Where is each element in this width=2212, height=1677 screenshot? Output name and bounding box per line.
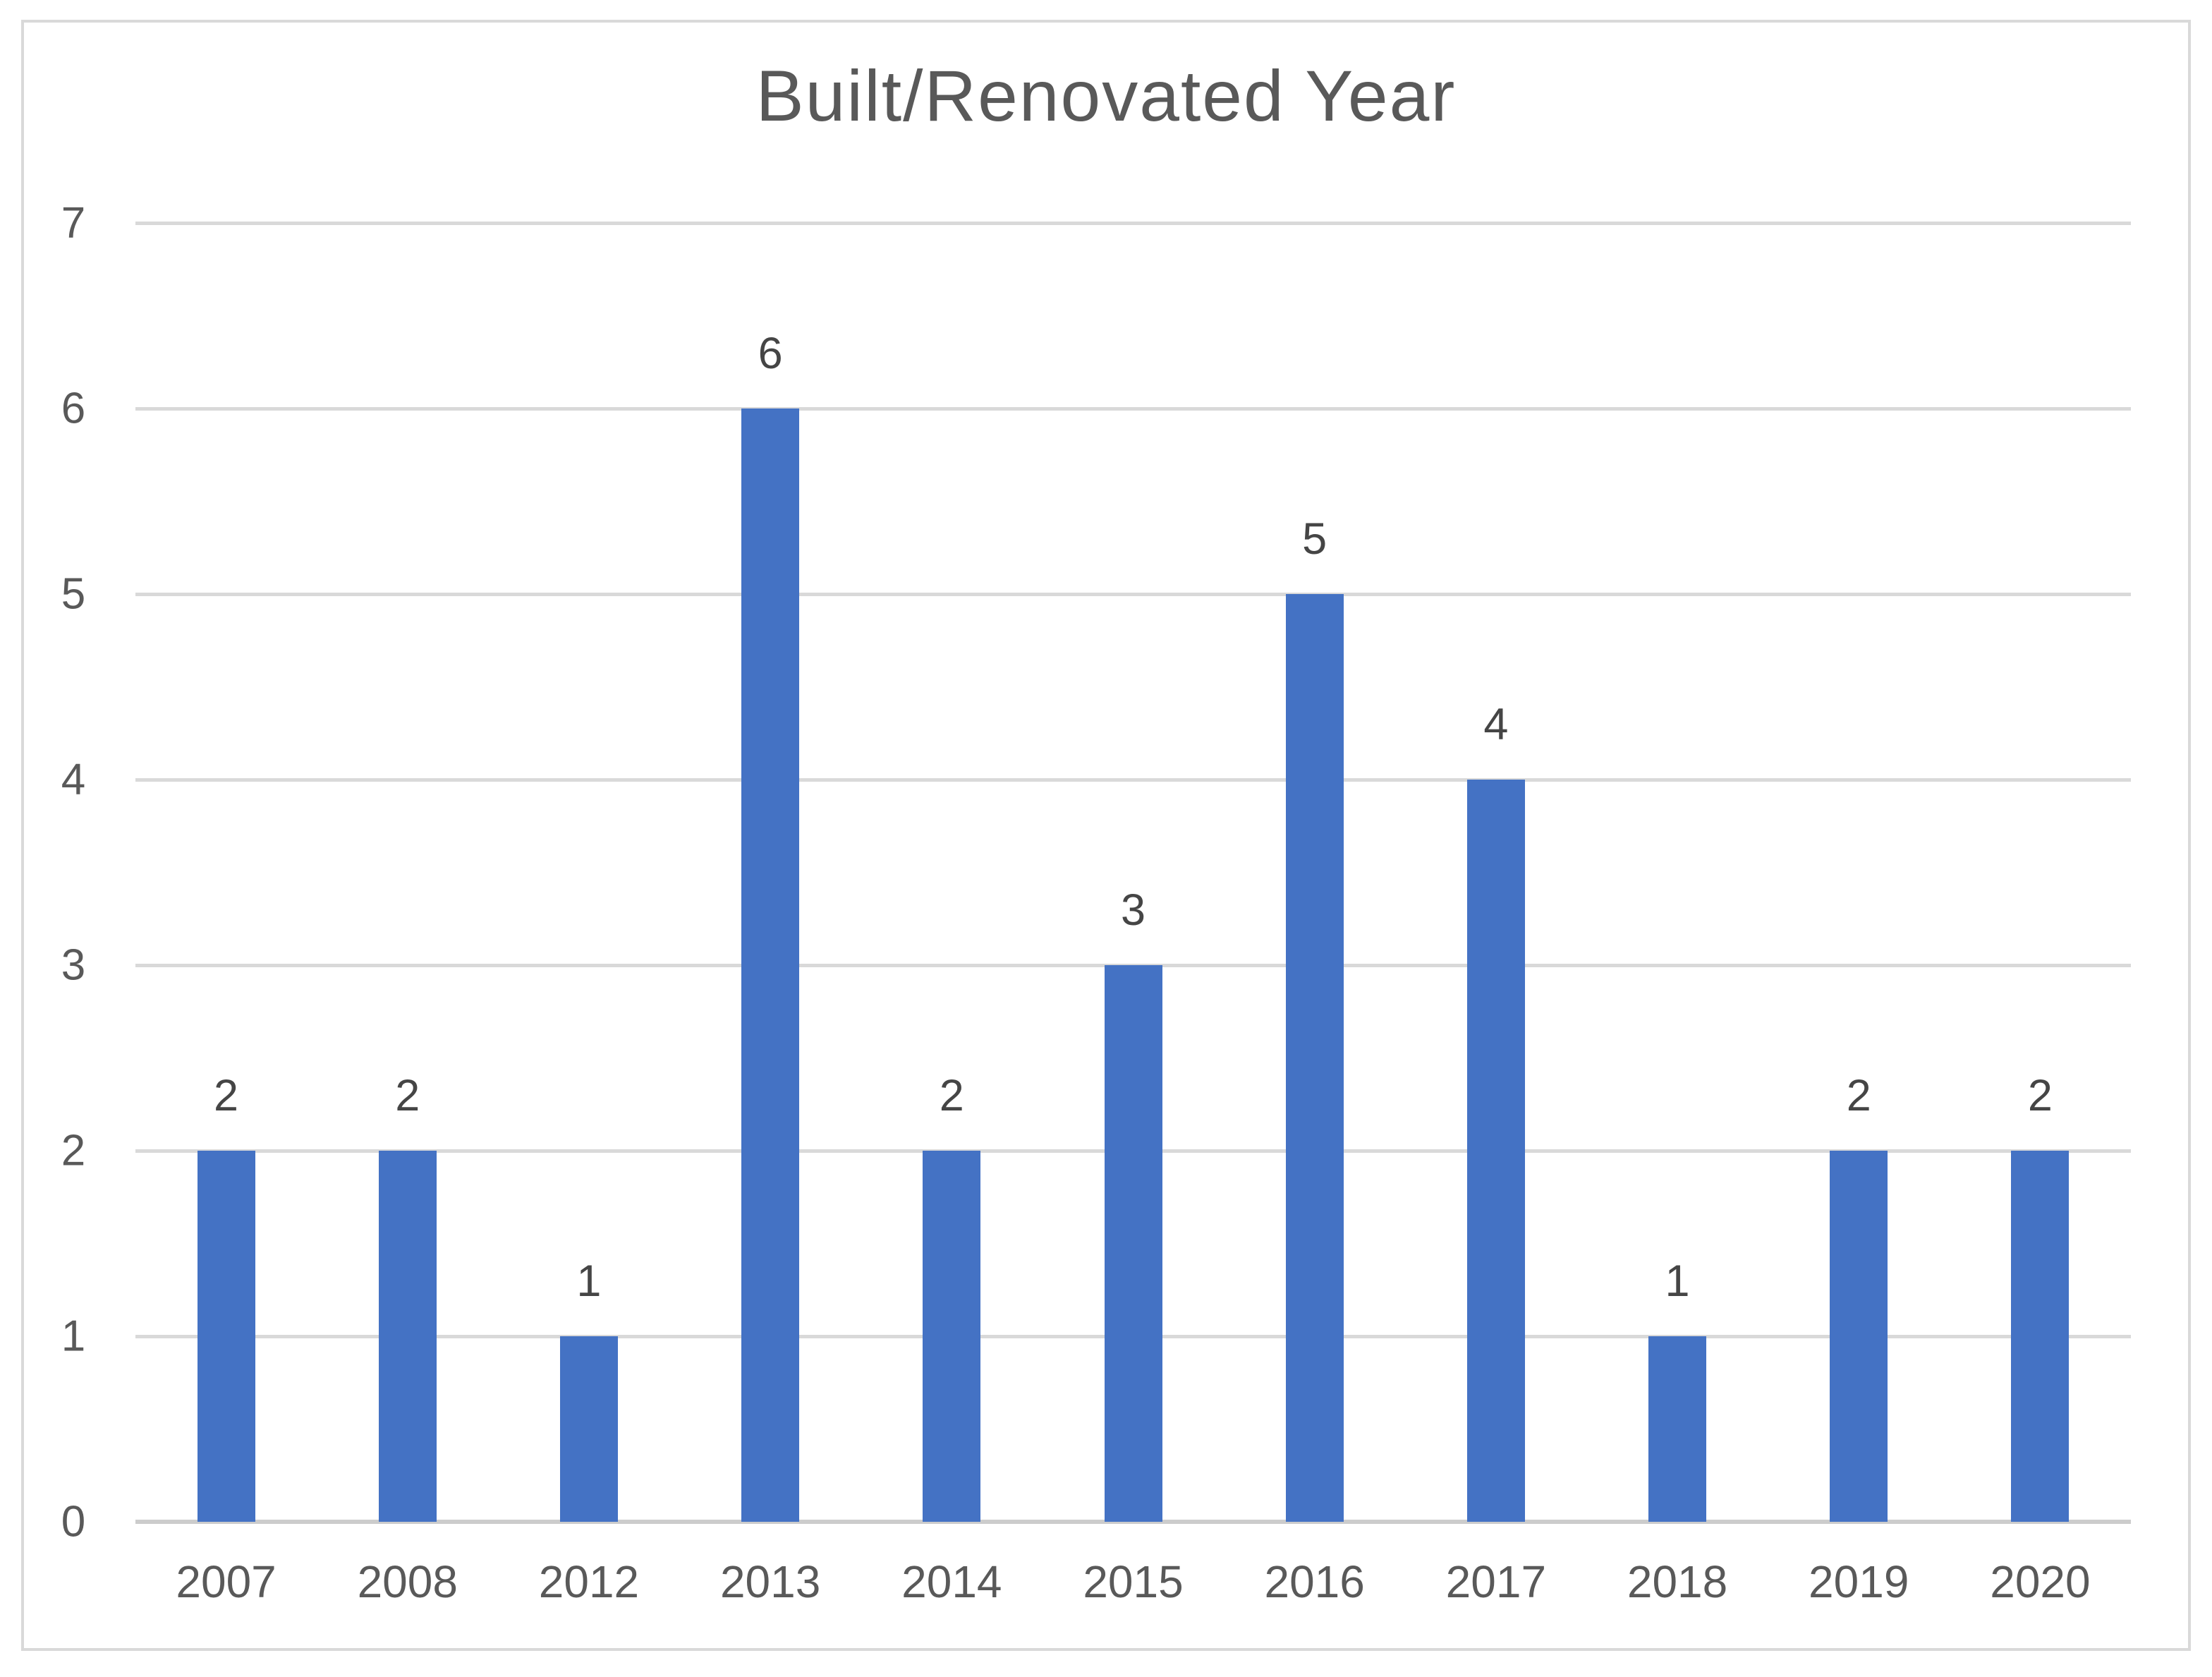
x-tick-label-2012: 2012 bbox=[538, 1556, 640, 1607]
bar-2008 bbox=[378, 1151, 437, 1522]
bar-2019 bbox=[1830, 1151, 1888, 1522]
data-label-2008: 2 bbox=[395, 1071, 420, 1120]
chart-title: Built/Renovated Year bbox=[755, 56, 1457, 136]
bar-2014 bbox=[923, 1151, 981, 1522]
data-label-2015: 3 bbox=[1120, 885, 1146, 935]
x-tick-label-2008: 2008 bbox=[357, 1556, 458, 1607]
y-tick-label-0: 0 bbox=[61, 1497, 86, 1546]
gridline-5 bbox=[135, 592, 2131, 596]
data-label-2019: 2 bbox=[1846, 1071, 1871, 1120]
bar-2016 bbox=[1285, 594, 1344, 1522]
x-tick-label-2015: 2015 bbox=[1083, 1556, 1184, 1607]
x-tick-label-2014: 2014 bbox=[901, 1556, 1002, 1607]
bar-2018 bbox=[1648, 1336, 1707, 1522]
y-tick-label-1: 1 bbox=[61, 1312, 86, 1361]
data-label-2012: 1 bbox=[576, 1257, 602, 1306]
bar-2013 bbox=[741, 408, 800, 1522]
x-tick-label-2018: 2018 bbox=[1627, 1556, 1728, 1607]
gridline-6 bbox=[135, 406, 2131, 411]
y-tick-label-2: 2 bbox=[61, 1126, 86, 1175]
bar-2007 bbox=[197, 1151, 255, 1522]
x-tick-label-2016: 2016 bbox=[1264, 1556, 1365, 1607]
gridline-4 bbox=[135, 777, 2131, 782]
data-label-2018: 1 bbox=[1665, 1257, 1690, 1306]
bar-2017 bbox=[1466, 780, 1525, 1522]
y-tick-label-7: 7 bbox=[61, 198, 86, 248]
y-tick-label-6: 6 bbox=[61, 384, 86, 433]
data-label-2016: 5 bbox=[1302, 514, 1327, 564]
y-tick-label-4: 4 bbox=[61, 755, 86, 804]
gridline-7 bbox=[135, 221, 2131, 225]
x-tick-label-2017: 2017 bbox=[1445, 1556, 1547, 1607]
bar-2012 bbox=[559, 1336, 618, 1522]
data-label-2017: 4 bbox=[1483, 700, 1509, 749]
x-tick-label-2013: 2013 bbox=[719, 1556, 821, 1607]
x-tick-label-2020: 2020 bbox=[1990, 1556, 2091, 1607]
data-label-2013: 6 bbox=[758, 329, 783, 378]
data-label-2020: 2 bbox=[2027, 1071, 2053, 1120]
x-axis-line bbox=[135, 1520, 2131, 1524]
x-tick-label-2007: 2007 bbox=[176, 1556, 276, 1607]
bar-2020 bbox=[2011, 1151, 2070, 1522]
bar-2015 bbox=[1104, 965, 1162, 1522]
y-tick-label-5: 5 bbox=[61, 569, 86, 619]
y-tick-label-3: 3 bbox=[61, 940, 86, 990]
data-label-2014: 2 bbox=[939, 1071, 964, 1120]
x-tick-label-2019: 2019 bbox=[1809, 1556, 1909, 1607]
data-label-2007: 2 bbox=[214, 1071, 239, 1120]
